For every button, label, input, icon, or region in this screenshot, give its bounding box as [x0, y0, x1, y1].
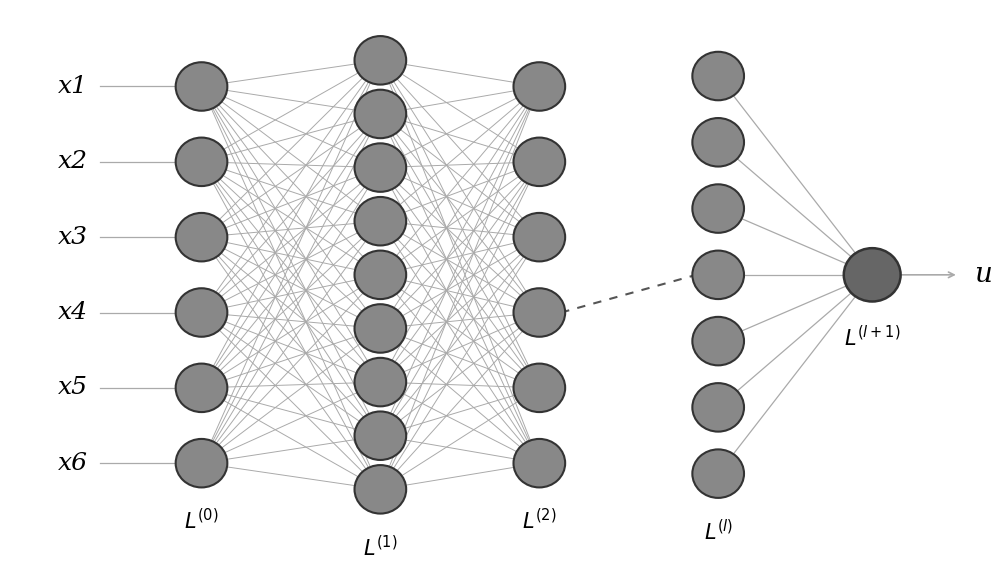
- Ellipse shape: [513, 364, 565, 412]
- Ellipse shape: [692, 383, 744, 431]
- Ellipse shape: [355, 465, 406, 513]
- Text: $L^{(0)}$: $L^{(0)}$: [184, 508, 219, 534]
- Text: x1: x1: [58, 75, 88, 98]
- Text: x4: x4: [58, 301, 88, 324]
- Ellipse shape: [355, 358, 406, 406]
- Text: x5: x5: [58, 376, 88, 399]
- Ellipse shape: [692, 185, 744, 233]
- Ellipse shape: [513, 137, 565, 186]
- Ellipse shape: [176, 137, 227, 186]
- Ellipse shape: [176, 364, 227, 412]
- Text: $L^{(l)}$: $L^{(l)}$: [704, 519, 733, 544]
- Ellipse shape: [176, 288, 227, 337]
- Ellipse shape: [513, 439, 565, 488]
- Ellipse shape: [692, 118, 744, 167]
- Ellipse shape: [844, 248, 901, 301]
- Ellipse shape: [355, 197, 406, 246]
- Ellipse shape: [355, 411, 406, 460]
- Ellipse shape: [513, 213, 565, 261]
- Ellipse shape: [692, 449, 744, 498]
- Text: x6: x6: [58, 452, 88, 475]
- Ellipse shape: [355, 36, 406, 85]
- Ellipse shape: [176, 439, 227, 488]
- Text: $L^{(l+1)}$: $L^{(l+1)}$: [844, 325, 900, 351]
- Ellipse shape: [692, 317, 744, 365]
- Text: u: u: [975, 261, 992, 288]
- Text: $L^{(1)}$: $L^{(1)}$: [363, 535, 398, 560]
- Ellipse shape: [355, 251, 406, 299]
- Ellipse shape: [355, 90, 406, 138]
- Ellipse shape: [176, 213, 227, 261]
- Ellipse shape: [513, 288, 565, 337]
- Text: x2: x2: [58, 150, 88, 173]
- Ellipse shape: [513, 62, 565, 111]
- Ellipse shape: [355, 143, 406, 192]
- Text: $L^{(2)}$: $L^{(2)}$: [522, 508, 557, 534]
- Ellipse shape: [355, 304, 406, 353]
- Ellipse shape: [176, 62, 227, 111]
- Ellipse shape: [692, 52, 744, 100]
- Text: x3: x3: [58, 226, 88, 249]
- Ellipse shape: [692, 251, 744, 299]
